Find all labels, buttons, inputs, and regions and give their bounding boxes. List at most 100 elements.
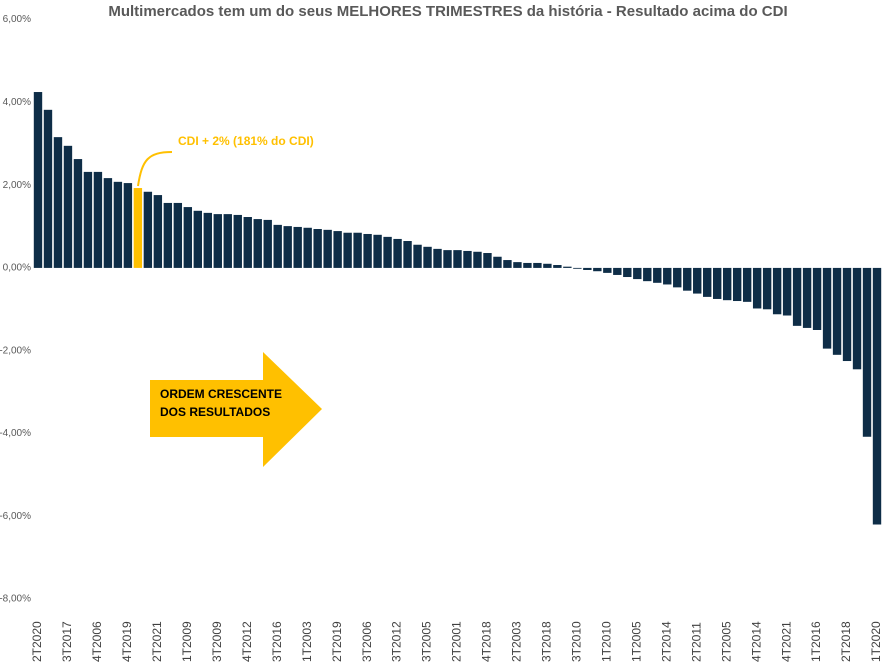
bar	[862, 267, 872, 437]
x-tick-label: 2T2021	[150, 621, 164, 662]
x-tick-label: 3T2018	[540, 621, 554, 662]
bar	[133, 188, 143, 268]
bar	[752, 267, 762, 309]
bar	[633, 267, 642, 280]
y-tick-label: -4,00%	[0, 428, 31, 439]
bar	[273, 224, 282, 268]
bar	[703, 267, 712, 297]
bar	[313, 229, 322, 268]
x-tick-label: 2T2020	[30, 621, 44, 662]
bar	[193, 210, 203, 268]
x-tick-label: 3T2012	[390, 621, 404, 662]
bar	[113, 181, 123, 268]
bar	[33, 92, 43, 268]
x-tick-label: 2T2018	[839, 621, 853, 662]
bar	[453, 250, 462, 268]
bar	[573, 267, 582, 269]
bar	[73, 159, 83, 268]
bar	[223, 214, 232, 268]
bar	[772, 267, 782, 315]
y-tick-label: 6,00%	[3, 14, 31, 25]
bar	[383, 236, 392, 268]
bar	[782, 267, 792, 316]
bar	[363, 233, 372, 268]
bar	[613, 267, 622, 275]
bar	[423, 246, 432, 268]
x-tick-label: 2T2011	[689, 622, 703, 662]
bar	[93, 171, 103, 268]
y-tick-label: 2,00%	[3, 180, 31, 191]
y-tick-label: -8,00%	[0, 594, 31, 605]
bar	[393, 238, 402, 268]
bar	[732, 267, 742, 302]
bar	[822, 267, 832, 349]
bar	[802, 267, 812, 328]
bar	[683, 267, 692, 291]
bar	[83, 171, 93, 268]
x-tick-label: 4T2006	[90, 621, 104, 662]
x-tick-label: 1T2005	[629, 621, 643, 662]
bar	[353, 232, 362, 268]
x-tick-label: 3T2005	[420, 621, 434, 662]
bar	[523, 262, 532, 268]
x-tick-label: 1T2020	[869, 621, 883, 662]
y-tick-label: -6,00%	[0, 511, 31, 522]
x-tick-label: 1T2009	[180, 621, 194, 662]
annotation-curve	[137, 151, 173, 187]
x-tick-label: 4T2014	[749, 621, 763, 662]
bar	[832, 267, 842, 355]
x-tick-label: 2T2001	[450, 621, 464, 662]
y-tick-label: 0,00%	[3, 263, 31, 274]
bar	[842, 267, 852, 362]
bar	[173, 202, 183, 268]
bar	[722, 267, 732, 301]
chart-title: Multimercados tem um do seus MELHORES TR…	[108, 3, 787, 20]
bar	[203, 212, 212, 268]
bar	[553, 265, 562, 268]
x-tick-label: 3T2017	[60, 621, 74, 662]
bar	[473, 251, 482, 268]
bar	[493, 256, 502, 268]
bar	[533, 262, 542, 268]
bar	[443, 250, 452, 268]
bar	[243, 217, 252, 268]
arrow	[150, 352, 322, 467]
x-tick-label: 3T2009	[210, 621, 224, 662]
x-tick-label: 2T2019	[330, 621, 344, 662]
bar	[483, 253, 492, 268]
x-tick-label: 4T2021	[779, 621, 793, 662]
x-tick-label: 4T2019	[120, 621, 134, 662]
arrow-text: DOS RESULTADOS	[160, 405, 270, 419]
bar	[153, 195, 163, 268]
arrow-text: ORDEM CRESCENTE	[160, 387, 282, 401]
x-tick-label: 2T2003	[510, 621, 524, 662]
bar	[742, 267, 752, 302]
bar	[253, 219, 262, 268]
x-tick-label: 2T2014	[659, 621, 673, 662]
bar	[852, 267, 862, 370]
y-tick-label: -2,00%	[0, 345, 31, 356]
bar	[373, 234, 382, 268]
bar	[643, 267, 652, 282]
bar	[693, 267, 702, 294]
bar	[183, 207, 193, 268]
annotation: CDI + 2% (181% do CDI)	[178, 134, 314, 148]
bar	[513, 262, 522, 268]
bar	[543, 263, 552, 268]
x-tick-label: 3T2010	[570, 621, 584, 662]
x-tick-label: 1T2016	[809, 621, 823, 662]
bar	[433, 248, 442, 268]
bar	[653, 267, 662, 283]
bar	[293, 226, 302, 268]
bar	[762, 267, 772, 310]
x-tick-label: 1T2003	[300, 621, 314, 662]
bar	[333, 231, 342, 268]
x-tick-label: 1T2010	[599, 621, 613, 662]
x-tick-label: 3T2016	[270, 621, 284, 662]
bar	[163, 202, 173, 268]
bar	[53, 137, 63, 268]
bar	[343, 232, 352, 268]
bar	[583, 267, 592, 270]
bar	[413, 244, 422, 268]
